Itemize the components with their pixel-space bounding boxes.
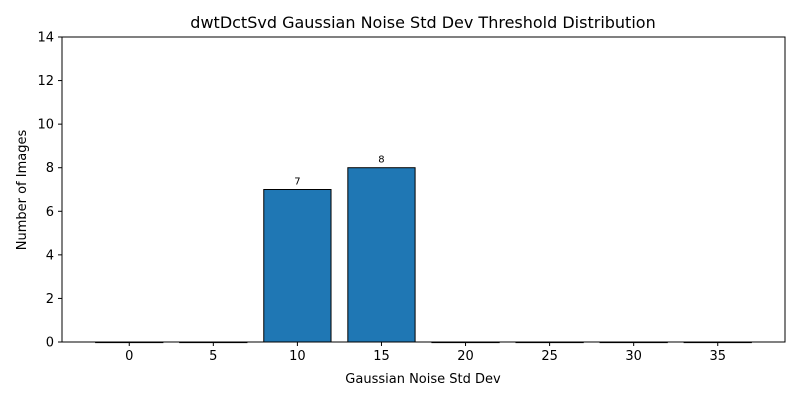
y-axis-label: Number of Images <box>15 130 30 251</box>
y-tick-label-12: 12 <box>37 74 54 89</box>
plot-area: 7 8 0 5 10 15 20 25 30 35 0 2 4 6 8 10 12 14 <box>37 31 786 364</box>
x-tick-label-10: 10 <box>289 349 306 364</box>
x-tick-label-0: 0 <box>125 349 133 364</box>
y-tick-label-2: 2 <box>46 292 54 307</box>
y-tick-label-14: 14 <box>37 31 54 46</box>
x-tick-label-20: 20 <box>457 349 474 364</box>
y-tick-label-8: 8 <box>46 161 54 176</box>
y-tick-label-4: 4 <box>46 248 54 263</box>
bar-10 <box>263 189 332 343</box>
plot-frame <box>61 36 786 343</box>
bar-15 <box>347 167 416 343</box>
bar-value-label-10: 7 <box>294 177 300 188</box>
chart-title: dwtDctSvd Gaussian Noise Std Dev Thresho… <box>190 13 655 32</box>
y-tick-label-6: 6 <box>46 205 54 220</box>
x-axis-label: Gaussian Noise Std Dev <box>345 372 501 387</box>
x-tick-label-5: 5 <box>209 349 217 364</box>
x-tick-label-25: 25 <box>541 349 558 364</box>
x-tick-label-30: 30 <box>625 349 642 364</box>
bar-value-label-15: 8 <box>378 155 384 166</box>
x-tick-label-35: 35 <box>709 349 726 364</box>
x-tick-label-15: 15 <box>373 349 390 364</box>
y-tick-label-10: 10 <box>37 118 54 133</box>
y-tick-label-0: 0 <box>46 336 54 351</box>
